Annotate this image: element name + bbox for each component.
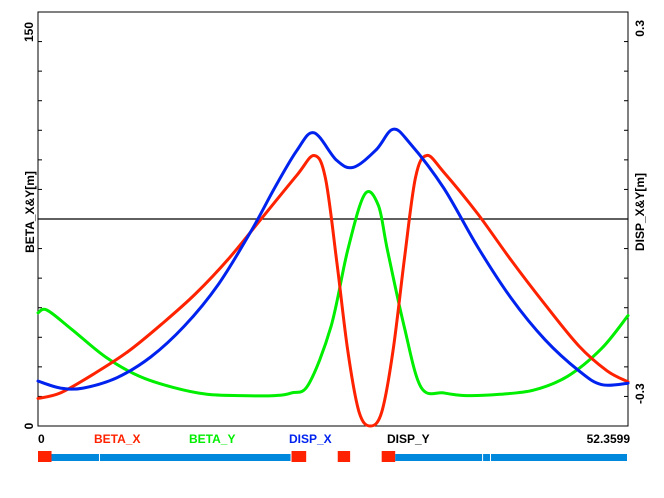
lattice-bend-magnet: [483, 454, 490, 461]
lattice-bend-magnet: [51, 454, 99, 461]
left-axis-label: BETA_X&Y[m]: [23, 171, 37, 253]
legend-disp-x: DISP_X: [289, 432, 332, 446]
series-beta-x-line: [36, 153, 630, 428]
x-axis-end-tick: 52.3599: [587, 432, 631, 446]
right-axis-label: DISP_X&Y[m]: [633, 173, 647, 251]
series-layer: [36, 127, 630, 428]
x-axis-start-tick: 0: [38, 432, 45, 446]
lattice-quad-magnet: [381, 451, 396, 462]
series-beta-y-line: [36, 190, 630, 398]
lattice-quad-magnet: [337, 451, 351, 462]
series-disp-x-line: [36, 127, 630, 391]
left-axis-top-tick: 150: [22, 22, 36, 42]
lattice-bar: [38, 451, 627, 462]
lattice-bend-magnet: [99, 454, 291, 461]
lattice-bend-magnet: [490, 454, 627, 461]
legend-beta-y: BETA_Y: [189, 432, 235, 446]
legend-disp-y: DISP_Y: [387, 432, 430, 446]
legend-beta-x: BETA_X: [94, 432, 140, 446]
lattice-bend-magnet: [395, 454, 483, 461]
right-axis-bottom-tick: -0.3: [633, 383, 647, 404]
lattice-quad-magnet: [291, 451, 307, 462]
right-axis-top-tick: 0.3: [633, 20, 647, 37]
left-axis-bottom-tick: 0: [22, 422, 36, 429]
lattice-quad-magnet: [38, 451, 52, 462]
